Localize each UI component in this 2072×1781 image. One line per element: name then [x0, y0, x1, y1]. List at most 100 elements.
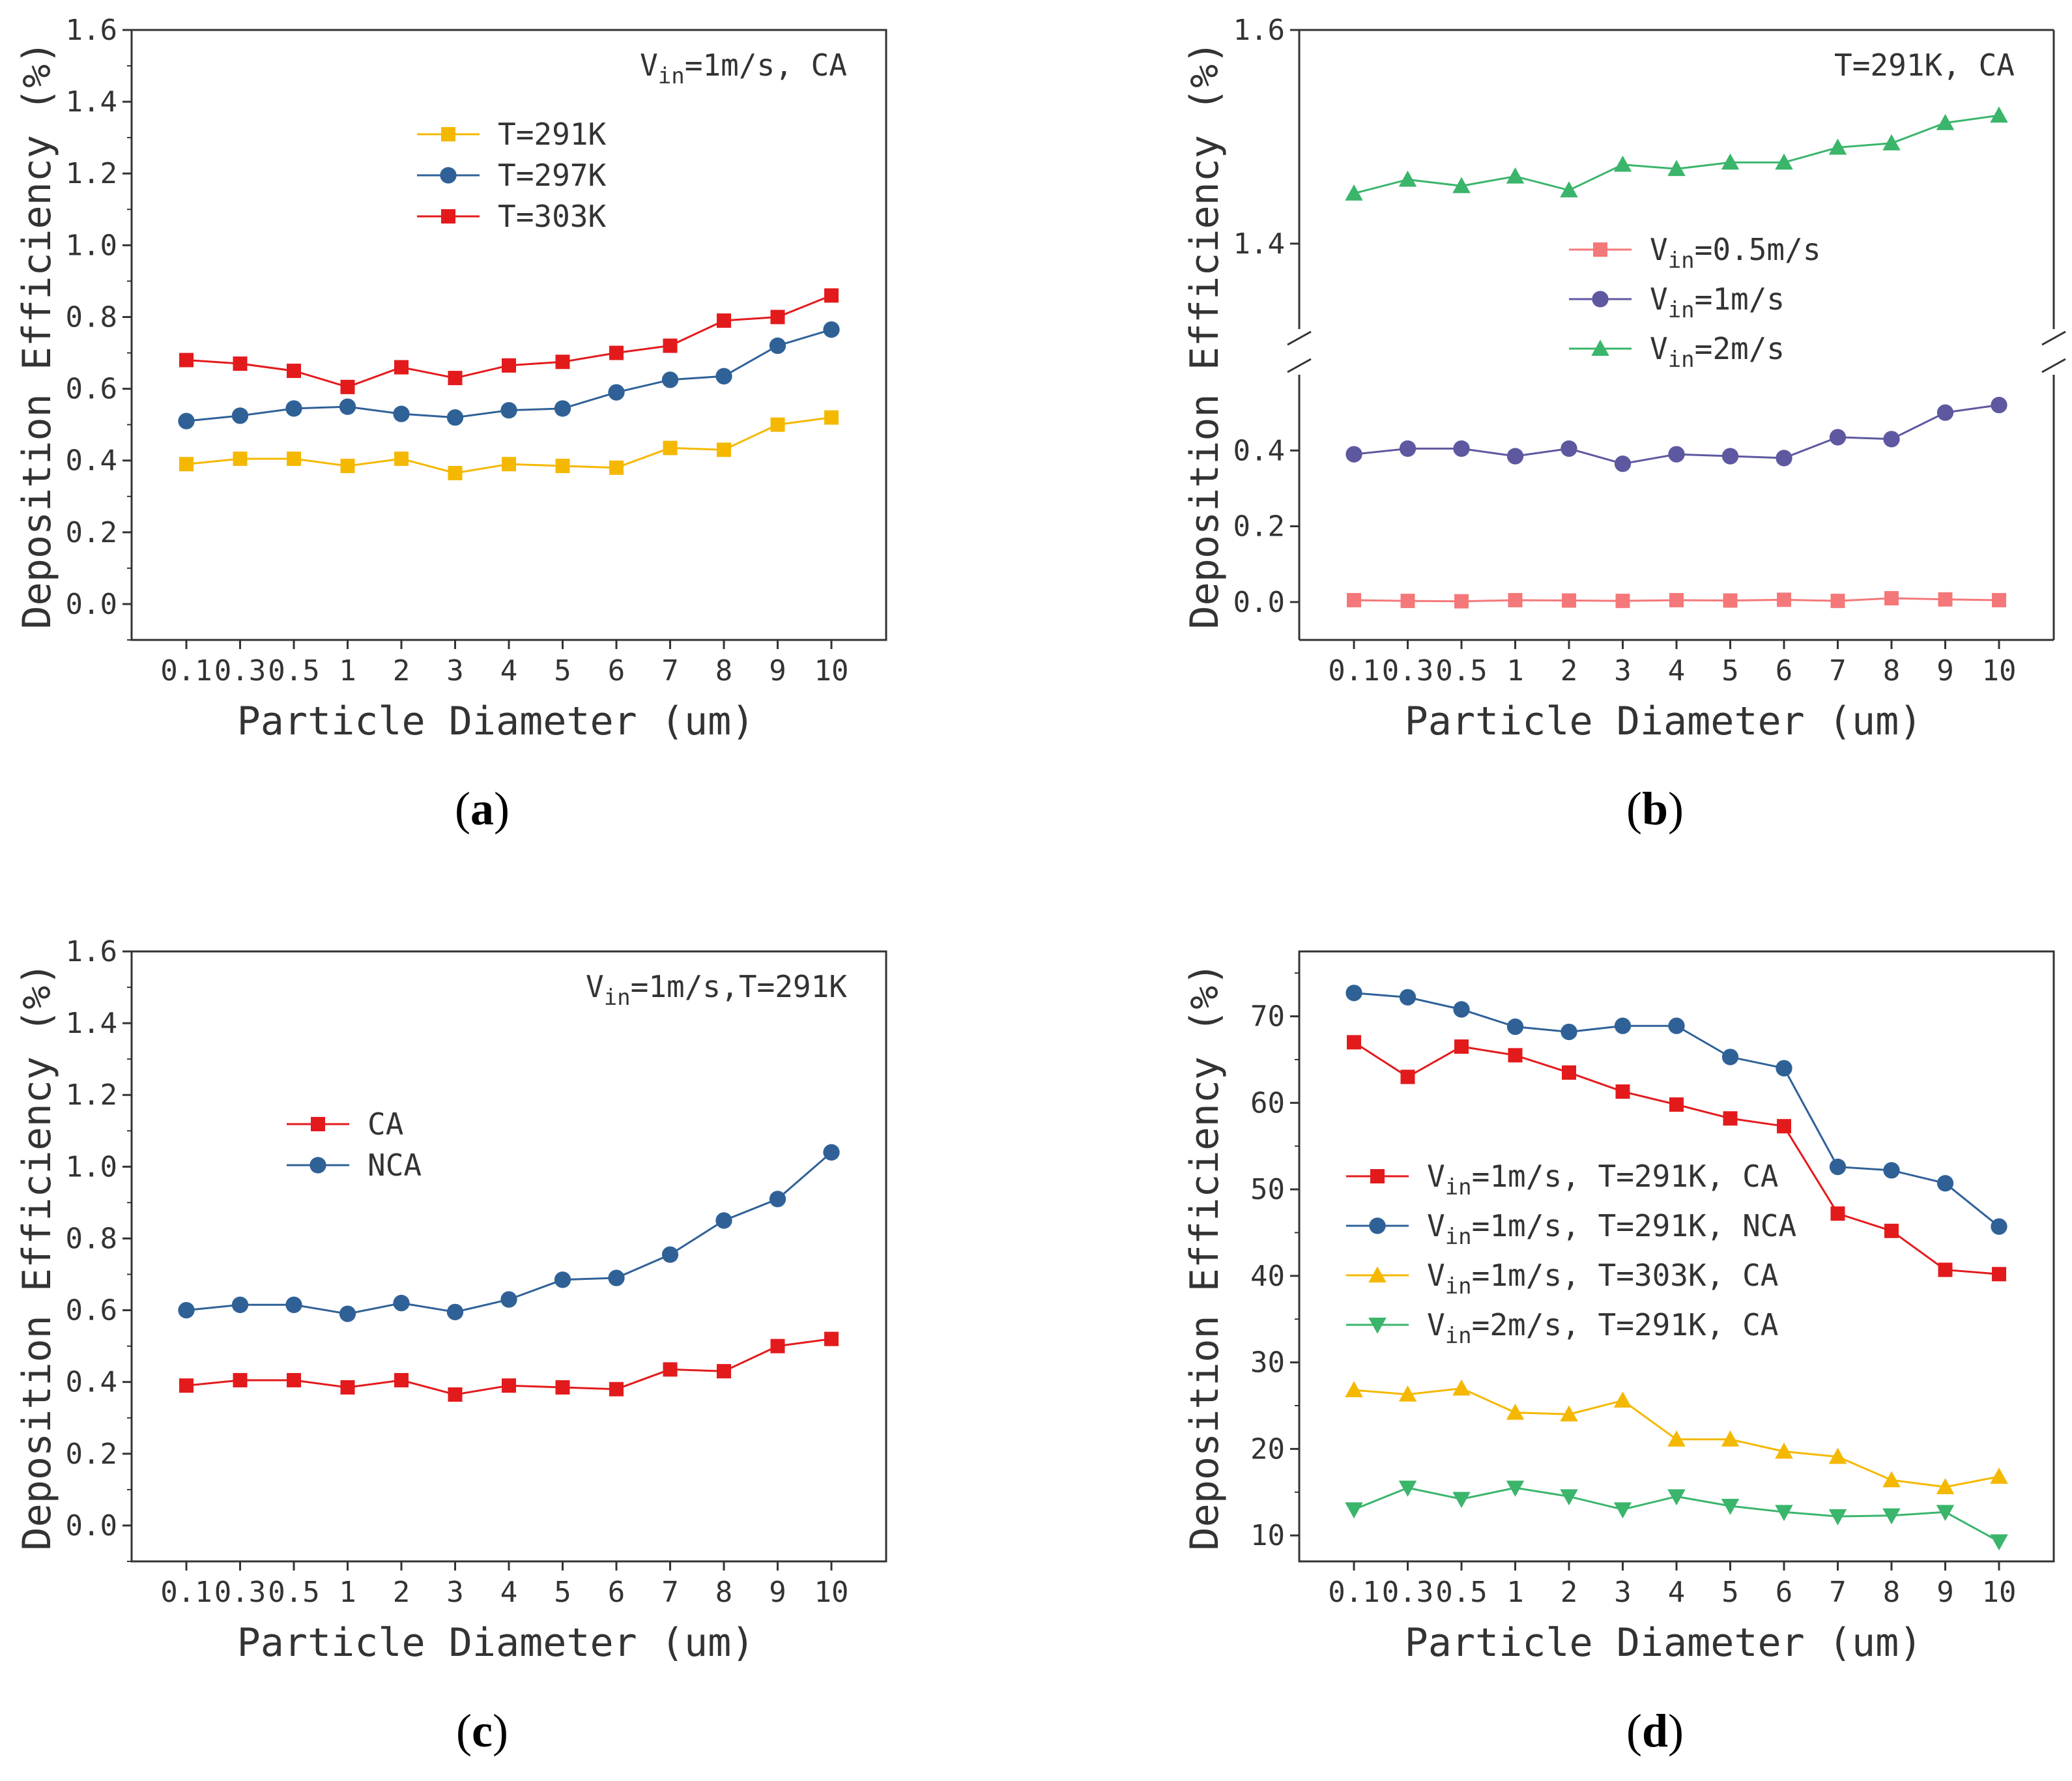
data-point	[1882, 134, 1901, 151]
data-point	[448, 1387, 463, 1402]
data-point	[1452, 177, 1471, 194]
data-point	[1668, 1017, 1685, 1034]
data-point	[1936, 1175, 1954, 1192]
data-point	[1723, 1111, 1738, 1126]
data-point	[717, 313, 731, 328]
y-axis-title: Deposition Efficiency (%)	[1182, 40, 1228, 629]
data-point	[609, 345, 624, 360]
legend-swatch-marker	[1370, 1169, 1385, 1183]
x-tick-label: 4	[500, 1576, 518, 1609]
data-point	[394, 360, 409, 375]
data-point	[824, 288, 839, 303]
y-tick-label: 60	[1250, 1086, 1285, 1120]
x-tick-label: 10	[1982, 654, 2017, 688]
data-point	[393, 405, 410, 422]
data-point	[661, 1246, 679, 1263]
data-point	[1936, 1478, 1955, 1494]
data-point	[1345, 1502, 1363, 1519]
data-point	[823, 1144, 840, 1161]
data-point	[608, 1269, 625, 1286]
x-tick-label: 0.3	[1382, 1576, 1433, 1609]
data-point	[717, 1364, 731, 1379]
data-point	[1669, 592, 1684, 607]
data-point	[233, 356, 248, 371]
data-point	[609, 1382, 624, 1397]
data-point	[1936, 113, 1955, 130]
x-axis-title: Particle Diameter (um)	[237, 699, 755, 744]
legend-label: Vin=2m/s, T=291K, CA	[1427, 1307, 1778, 1349]
y-axis-title: Deposition Efficiency (%)	[14, 962, 60, 1550]
data-point	[287, 1372, 301, 1387]
legend-swatch-marker	[440, 167, 457, 184]
y-tick-label: 0.0	[1233, 586, 1285, 619]
data-point	[502, 457, 516, 472]
data-point	[1506, 167, 1525, 184]
legend-label: T=297K	[498, 158, 606, 193]
axis-break-mark	[2041, 330, 2066, 346]
data-point	[1830, 594, 1845, 609]
x-tick-label: 2	[1561, 654, 1578, 688]
x-tick-label: 6	[608, 1576, 626, 1609]
data-point	[1721, 1430, 1740, 1447]
x-tick-label: 10	[1982, 1576, 2017, 1609]
data-point	[339, 398, 356, 415]
data-point	[179, 1378, 194, 1393]
data-point	[1936, 1505, 1955, 1522]
x-tick-label: 9	[769, 1576, 786, 1609]
data-point	[1723, 593, 1738, 608]
data-point	[823, 321, 840, 338]
legend-label: Vin=1m/s, T=291K, NCA	[1427, 1208, 1796, 1250]
data-point	[1506, 448, 1524, 465]
data-point	[1508, 592, 1523, 607]
chart-panel-b: 0.0 0.2 0.4 1.4 1.6 0.1 0.3 0.5 1 2 3 4 5 6 7 8 9 10 Parti…	[1182, 14, 2066, 835]
x-tick-label: 2	[393, 1576, 410, 1609]
legend-swatch-marker	[309, 1157, 326, 1174]
data-point	[1828, 1447, 1847, 1464]
y-tick-label: 50	[1250, 1173, 1285, 1206]
data-point	[1884, 1223, 1899, 1238]
data-point	[1882, 1508, 1901, 1525]
panel-label: (b)	[1626, 783, 1684, 835]
data-point	[1775, 1442, 1793, 1459]
y-tick-label: 40	[1250, 1260, 1285, 1293]
data-point	[770, 310, 785, 325]
x-tick-label: 0.3	[1382, 654, 1433, 688]
y-axis-title: Deposition Efficiency (%)	[1182, 962, 1228, 1550]
data-point	[769, 1191, 786, 1208]
data-point	[340, 458, 355, 473]
data-point	[1668, 446, 1685, 463]
data-point	[446, 1303, 464, 1320]
data-point	[1776, 1060, 1792, 1077]
x-tick-label: 2	[393, 654, 410, 688]
data-point	[1991, 396, 2007, 414]
data-point	[1721, 1049, 1739, 1065]
data-point	[1990, 1468, 2008, 1484]
data-point	[1454, 1039, 1469, 1054]
data-point	[394, 1372, 409, 1387]
legend-label: T=291K	[498, 117, 606, 152]
x-axis-title: Particle Diameter (um)	[1405, 1620, 1923, 1666]
x-tick-label: 4	[1668, 654, 1686, 688]
data-point	[554, 1271, 571, 1288]
data-point	[1721, 153, 1740, 170]
y-tick-label: 0.2	[1233, 510, 1285, 543]
data-point	[179, 353, 194, 368]
data-point	[233, 1372, 248, 1387]
data-point	[1398, 1481, 1417, 1497]
data-point	[663, 338, 678, 353]
data-point	[1614, 455, 1632, 472]
series-line	[1353, 114, 2000, 195]
chart-legend: Vin=0.5m/s Vin=1m/s Vin=2m/s	[1569, 232, 1821, 373]
data-point	[178, 413, 195, 429]
data-point	[824, 1331, 839, 1346]
data-point	[1561, 440, 1577, 457]
y-tick-label: 0.0	[66, 588, 117, 621]
data-point	[1560, 1489, 1578, 1506]
axis-break-mark	[2041, 358, 2066, 373]
legend-label: CA	[367, 1107, 403, 1142]
y-tick-label: 10	[1250, 1519, 1285, 1552]
chart-legend: Vin=1m/s, T=291K, CA Vin=1m/s, T=291K, NC…	[1346, 1159, 1796, 1349]
data-point	[1562, 1065, 1576, 1080]
plot-frame	[1298, 950, 2055, 1563]
data-point	[1828, 138, 1847, 155]
